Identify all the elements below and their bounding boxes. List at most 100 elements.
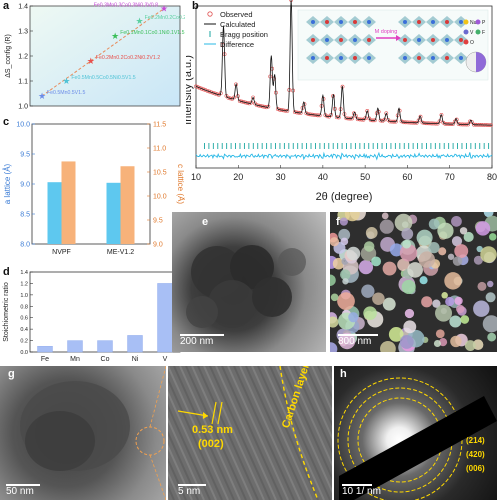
x-axis-label: 2θ (degree) xyxy=(316,191,373,203)
y-axis-label: Stoichiometric ratio xyxy=(3,282,10,342)
calculated-curve xyxy=(195,0,492,126)
observed-point xyxy=(251,95,255,100)
y-tick-label: 9.0 xyxy=(20,182,30,189)
observed-point xyxy=(418,114,423,119)
ring-label-420: (420) xyxy=(466,450,485,459)
panel-label-g: g xyxy=(8,368,15,380)
observed-point xyxy=(382,117,387,122)
scale-label-h: 10 1/ nm xyxy=(342,486,381,497)
observed-point xyxy=(275,107,280,111)
ring-label-214: (214) xyxy=(466,436,485,445)
y2-tick-label: 11.0 xyxy=(153,146,166,153)
y-tick-label: 1.4 xyxy=(20,270,28,276)
observed-point xyxy=(470,120,474,124)
x-tick-label: 80 xyxy=(487,172,497,182)
trend-line xyxy=(41,8,165,97)
y2-axis-label: c lattice (Å) xyxy=(176,164,185,204)
scale-label-e: 200 nm xyxy=(180,336,214,347)
observed-point xyxy=(241,100,246,104)
observed-point xyxy=(441,120,446,125)
panel-a: a 1.0 1.1 1.2 1.3 1.4 ★ Fe0.5Mn0.5V1.5 ★ Fe0.5M… xyxy=(0,0,209,115)
data-point-label: Fe0.5Mn0.5Co0.5Ni0.5V1.5 xyxy=(71,75,135,81)
y-tick-label: 1.3 xyxy=(18,29,28,36)
bar-c-lattice xyxy=(120,166,135,244)
hrtem-image-g: g 50 nm xyxy=(0,366,166,500)
panel-label-h: h xyxy=(340,368,347,380)
observed-point xyxy=(399,119,404,124)
observed-point xyxy=(226,95,231,100)
y-tick-label: 0.6 xyxy=(20,316,28,322)
inset-legend-label: Na xyxy=(470,20,477,26)
observed-point xyxy=(199,86,204,91)
inset-annotation: M doping xyxy=(375,29,398,35)
data-point-label: Fe0.2Mn0.2Co0.2Ni0.2V1.2 xyxy=(96,55,160,61)
panel-label-a: a xyxy=(3,0,10,12)
scale-label-f: 800 nm xyxy=(338,336,372,347)
bar-a-lattice xyxy=(106,182,121,244)
panel-d: d 0.0 0.2 0.4 0.6 0.8 1.0 1.2 1.4 Fe Mn Co Ni V Stoi… xyxy=(0,266,185,366)
y-tick-label: 1.1 xyxy=(18,79,28,86)
observed-point xyxy=(363,116,368,121)
observed-point xyxy=(209,90,214,95)
observed-point xyxy=(249,100,254,105)
y2-tick-label: 9.5 xyxy=(153,218,163,225)
y-axis-label: Intensity (a.u.) xyxy=(186,55,194,125)
data-point-label: Fe0.2Mn0.2Co0.2Ni0.2V1.0 xyxy=(145,15,185,21)
observed-point xyxy=(365,108,370,113)
y-tick-label: 8.0 xyxy=(20,242,30,249)
observed-point xyxy=(384,111,389,116)
difference-curve xyxy=(195,151,493,161)
y-tick-label: 0.4 xyxy=(20,327,28,333)
observed-point xyxy=(215,92,219,97)
y-tick-label: 1.2 xyxy=(20,281,28,287)
legend-calculated: Calculated xyxy=(220,20,255,29)
y2-tick-label: 10.5 xyxy=(153,170,167,177)
x-tick-label: 60 xyxy=(402,172,412,182)
crystal-structure-inset: M doping Na P V F O xyxy=(297,9,489,81)
stoich-bar xyxy=(67,340,83,353)
chart-d: 0.0 0.2 0.4 0.6 0.8 1.0 1.2 1.4 Fe Mn Co Ni V Stoich… xyxy=(3,270,181,363)
panel-b: b M doping Na P V F O Observed Calculated Bragg… xyxy=(182,0,497,205)
observed-point xyxy=(194,84,198,89)
observed-point xyxy=(304,111,309,116)
x-tick-label: 40 xyxy=(318,172,328,182)
observed-point xyxy=(203,88,208,93)
chart-c: 8.0 8.5 9.0 9.5 10.0 9.0 9.5 10.0 10.5 11.0 11.5 NV… xyxy=(3,122,185,257)
x-tick-label: 30 xyxy=(276,172,286,182)
y-tick-label: 9.5 xyxy=(20,152,30,159)
observed-point xyxy=(197,86,202,90)
ring-label-006: (006) xyxy=(466,464,485,473)
inset-legend-label: P xyxy=(482,20,486,26)
x-tick-label: NVPF xyxy=(52,249,71,256)
x-tick-label: Fe xyxy=(41,356,49,363)
x-tick-label: Ni xyxy=(132,356,139,363)
stoich-bar xyxy=(37,346,53,353)
observed-point xyxy=(205,88,210,93)
y2-tick-label: 11.5 xyxy=(153,122,166,129)
data-point-star: ★ xyxy=(111,31,119,41)
observed-point xyxy=(228,96,233,101)
observed-point xyxy=(439,112,444,117)
y-tick-label: 0.2 xyxy=(20,339,28,345)
legend-observed: Observed xyxy=(220,10,253,19)
inset-legend-label: V xyxy=(470,30,474,36)
stoich-bar xyxy=(157,283,173,353)
observed-point xyxy=(452,119,457,124)
y-tick-label: 1.2 xyxy=(18,54,28,61)
panel-label-c: c xyxy=(3,116,10,128)
data-point-star: ★ xyxy=(87,56,95,66)
data-point-star: ★ xyxy=(38,91,46,101)
x-tick-label: ME-V1.2 xyxy=(107,249,134,256)
data-point-star: ★ xyxy=(160,4,168,14)
x-tick-label: 50 xyxy=(360,172,370,182)
x-tick-label: 10 xyxy=(191,172,201,182)
panel-label-f: f xyxy=(336,216,340,228)
bar-c-lattice xyxy=(61,161,76,244)
sem-image-f: f 800 nm xyxy=(330,212,497,352)
observed-point xyxy=(239,99,244,104)
bar-a-lattice xyxy=(47,182,62,244)
y-tick-label: 0.0 xyxy=(20,350,28,356)
plane-label: (002) xyxy=(198,438,224,450)
